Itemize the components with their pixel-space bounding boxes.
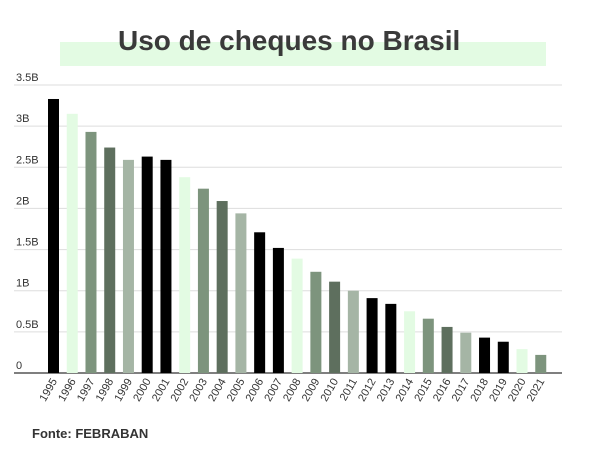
bar-1997 bbox=[85, 131, 97, 373]
x-tick-label: 1996 bbox=[56, 377, 79, 404]
y-tick-label: 1B bbox=[16, 278, 29, 290]
x-tick-label: 2014 bbox=[394, 377, 417, 404]
x-tick-label: 1999 bbox=[112, 377, 135, 404]
bar-2021 bbox=[535, 354, 547, 373]
y-tick-label: 2.5B bbox=[16, 154, 39, 166]
y-tick-label: 2B bbox=[16, 195, 29, 207]
x-tick-label: 2013 bbox=[375, 377, 398, 404]
bar-2015 bbox=[422, 318, 434, 373]
bar-2016 bbox=[441, 326, 453, 373]
x-tick-label: 2002 bbox=[169, 377, 192, 404]
bar-2004 bbox=[216, 201, 228, 373]
bar-2002 bbox=[179, 177, 191, 373]
bar-2018 bbox=[479, 337, 491, 373]
x-tick-label: 2018 bbox=[469, 377, 492, 404]
x-tick-label: 2005 bbox=[225, 377, 248, 404]
x-tick-label: 2006 bbox=[244, 377, 267, 404]
bar-2012 bbox=[366, 298, 378, 373]
title-highlight-band bbox=[60, 42, 546, 66]
bar-2007 bbox=[272, 247, 284, 373]
bar-2013 bbox=[385, 303, 397, 373]
y-tick-label: 3B bbox=[16, 113, 29, 125]
x-axis-tick-labels: 1995199619971998199920002001200220032004… bbox=[37, 377, 547, 404]
bar-1995 bbox=[48, 98, 59, 373]
x-tick-label: 2009 bbox=[300, 377, 323, 404]
y-tick-label: 1.5B bbox=[16, 237, 39, 249]
x-tick-label: 2019 bbox=[487, 377, 510, 404]
x-tick-label: 2007 bbox=[262, 377, 285, 404]
bar-2017 bbox=[460, 332, 472, 373]
x-tick-label: 2016 bbox=[431, 377, 454, 404]
x-tick-label: 2012 bbox=[356, 377, 379, 404]
bar-2006 bbox=[254, 232, 266, 373]
bar-2008 bbox=[291, 258, 303, 373]
source-note: Fonte: FEBRABAN bbox=[32, 426, 149, 441]
x-tick-label: 2017 bbox=[450, 377, 473, 404]
bar-2010 bbox=[329, 281, 341, 373]
chart-title: Uso de cheques no Brasil bbox=[118, 25, 461, 56]
bar-2000 bbox=[141, 156, 153, 373]
bar-1996 bbox=[66, 113, 78, 374]
bar-2020 bbox=[516, 349, 528, 373]
x-tick-label: 2001 bbox=[150, 377, 173, 404]
x-tick-label: 2003 bbox=[187, 377, 210, 404]
bar-2005 bbox=[235, 213, 247, 373]
x-tick-label: 2000 bbox=[131, 377, 154, 404]
x-tick-label: 2008 bbox=[281, 377, 304, 404]
bar-2011 bbox=[347, 290, 359, 373]
x-tick-label: 2015 bbox=[412, 377, 435, 404]
x-tick-label: 1998 bbox=[94, 377, 117, 404]
bar-2014 bbox=[404, 311, 416, 373]
x-tick-label: 2021 bbox=[525, 377, 548, 404]
y-axis-tick-labels: 0 0.5B 1B 1.5B 2B 2.5B 3B 3.5B bbox=[16, 72, 39, 372]
x-tick-label: 2010 bbox=[319, 377, 342, 404]
y-tick-label: 0 bbox=[16, 360, 22, 372]
y-tick-label: 3.5B bbox=[16, 72, 39, 84]
bar-2001 bbox=[160, 159, 172, 373]
bar-2019 bbox=[497, 341, 509, 373]
bar-2003 bbox=[197, 188, 209, 373]
bar-1999 bbox=[122, 159, 134, 373]
bar-2009 bbox=[310, 271, 322, 373]
x-tick-label: 1995 bbox=[37, 377, 60, 404]
x-tick-label: 2004 bbox=[206, 377, 229, 404]
y-tick-label: 0.5B bbox=[16, 319, 39, 331]
bar-1998 bbox=[104, 147, 116, 373]
bars bbox=[48, 98, 547, 374]
x-tick-label: 1997 bbox=[75, 377, 98, 404]
x-tick-label: 2020 bbox=[506, 377, 529, 404]
